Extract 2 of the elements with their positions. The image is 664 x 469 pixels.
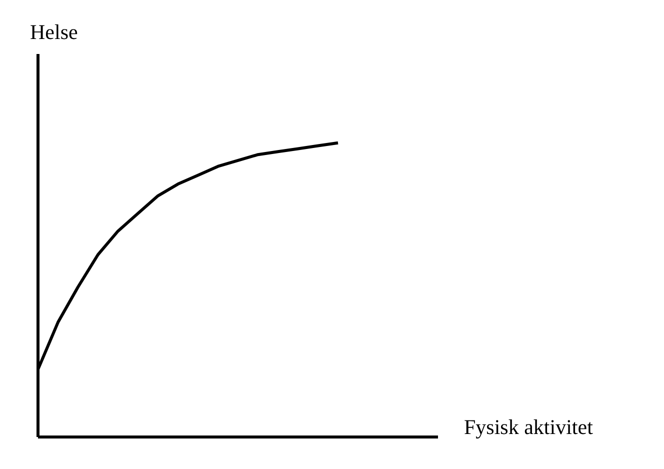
y-axis-title: Helse <box>30 20 78 45</box>
x-axis-title: Fysisk aktivitet <box>464 415 593 440</box>
